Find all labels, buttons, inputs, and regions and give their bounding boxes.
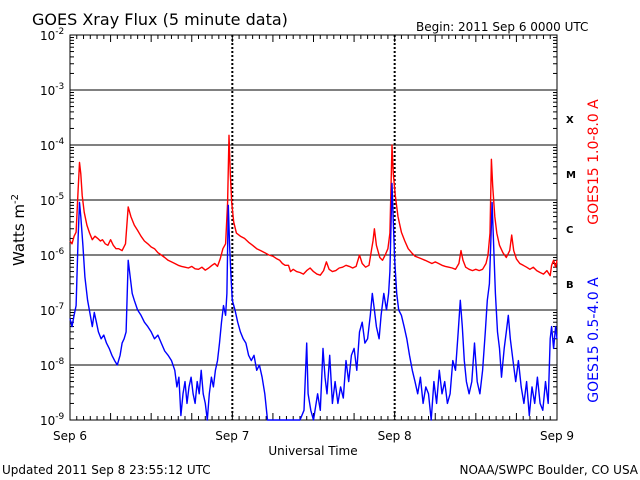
y-tick-label: 10-4	[40, 137, 65, 153]
y-axis-ticks: 10-9 10-8 10-7 10-6 10-5 10-4 10-3 10-2	[40, 27, 557, 428]
y-tick-label: 10-9	[40, 412, 65, 428]
flare-class-b: B	[566, 280, 574, 291]
plot-frame	[69, 34, 558, 421]
flare-class-a: A	[566, 335, 574, 346]
series-line-long-channel	[69, 134, 558, 277]
updated-timestamp: Updated 2011 Sep 8 23:55:12 UTC	[2, 463, 211, 477]
y-tick-label: 10-7	[40, 302, 64, 318]
x-axis-ticks: Sep 6 Sep 7 Sep 8 Sep 9	[53, 35, 574, 443]
y-axis-label: Watts m-2	[10, 194, 28, 266]
series-line-short-channel	[69, 182, 558, 421]
y-tick-label: 10-6	[40, 247, 65, 263]
x-tick-label: Sep 6	[53, 429, 87, 443]
y-tick-label: 10-5	[40, 192, 64, 208]
y-tick-label: 10-2	[40, 27, 64, 43]
flare-class-labels: A B C M X	[566, 115, 576, 346]
legend-short-channel: GOES15 0.5-4.0 A	[586, 277, 602, 403]
x-tick-label: Sep 9	[540, 429, 574, 443]
chart-title: GOES Xray Flux (5 minute data)	[32, 10, 288, 29]
x-tick-label: Sep 8	[378, 429, 412, 443]
begin-time-label: Begin: 2011 Sep 6 0000 UTC	[416, 20, 588, 34]
data-series	[69, 134, 558, 421]
x-axis-label: Universal Time	[268, 444, 357, 458]
gridlines	[70, 35, 557, 420]
flare-class-m: M	[566, 170, 576, 181]
y-tick-label: 10-8	[40, 357, 65, 373]
x-tick-label: Sep 7	[215, 429, 249, 443]
source-credit: NOAA/SWPC Boulder, CO USA	[460, 463, 639, 477]
flare-class-x: X	[566, 115, 574, 126]
flare-class-c: C	[566, 225, 573, 236]
legend-long-channel: GOES15 1.0-8.0 A	[586, 99, 602, 225]
y-tick-label: 10-3	[40, 82, 64, 98]
